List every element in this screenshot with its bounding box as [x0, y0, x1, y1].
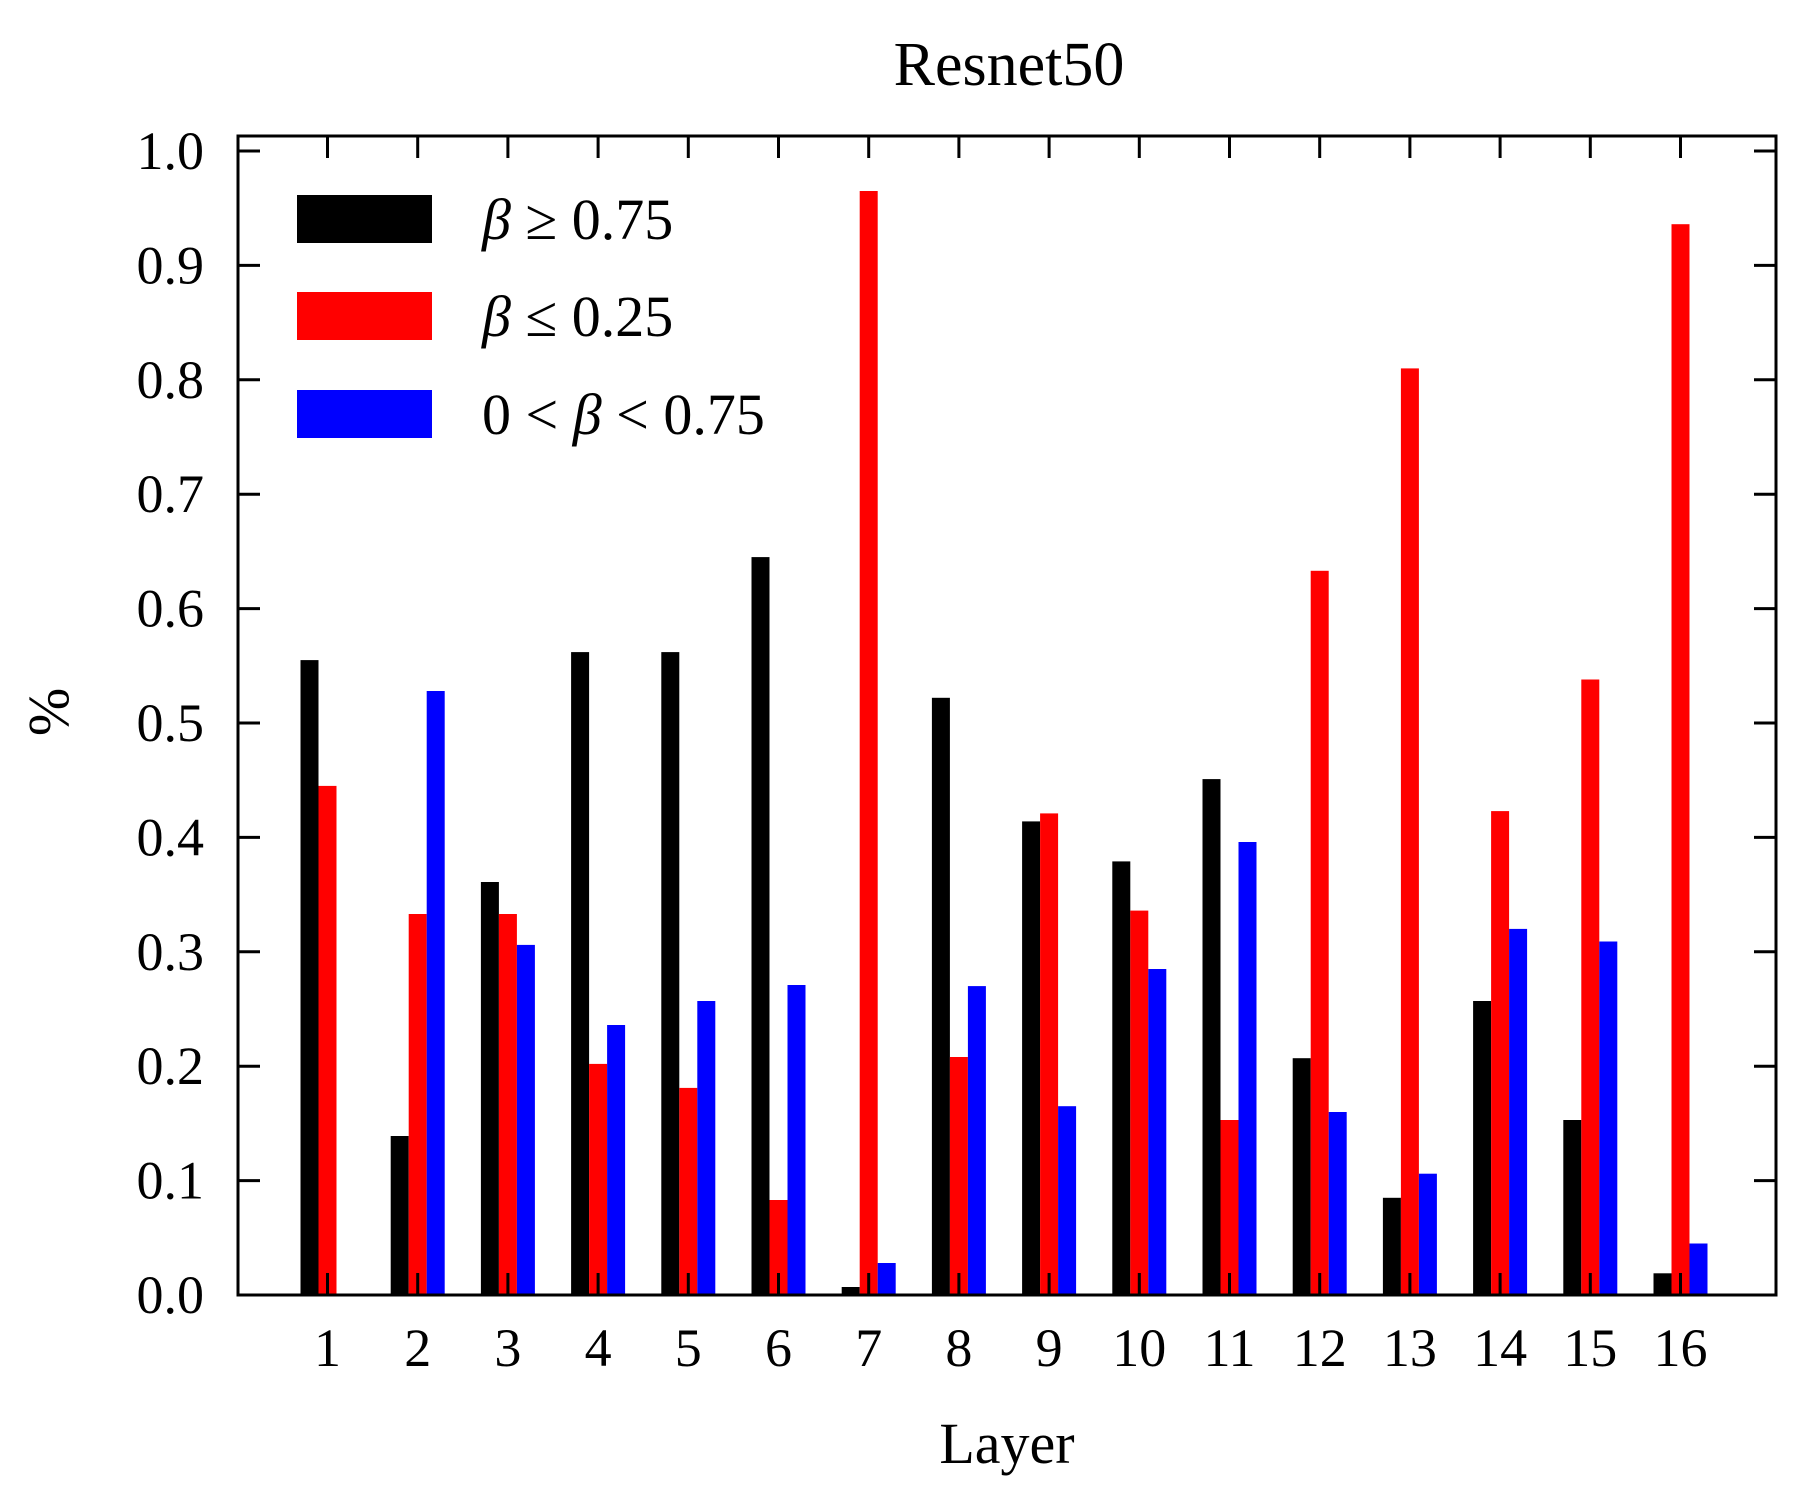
x-tick-label: 11: [1204, 1318, 1256, 1378]
x-tick-label: 14: [1473, 1318, 1527, 1378]
x-axis-label: Layer: [939, 1411, 1074, 1476]
bar-series-3-layer-15: [1599, 941, 1618, 1295]
bar-series-2-layer-13: [1400, 368, 1419, 1295]
y-tick-label: 1.0: [137, 121, 205, 181]
bar-series-2-layer-8: [949, 1057, 968, 1295]
x-tick-label: 6: [765, 1318, 792, 1378]
x-tick-label: 2: [404, 1318, 431, 1378]
bar-series-1-layer-10: [1112, 861, 1131, 1295]
x-tick-label: 8: [945, 1318, 972, 1378]
bar-series-3-layer-8: [967, 986, 986, 1295]
y-tick-label: 0.4: [137, 807, 205, 867]
bar-series-1-layer-3: [480, 882, 499, 1295]
bar-series-3-layer-6: [787, 985, 806, 1295]
bar-series-1-layer-15: [1563, 1120, 1582, 1295]
x-tick-label: 3: [494, 1318, 521, 1378]
bar-series-3-layer-11: [1238, 842, 1257, 1295]
bar-series-2-layer-5: [679, 1087, 698, 1295]
x-tick-label: 15: [1563, 1318, 1617, 1378]
bar-series-1-layer-7: [841, 1287, 860, 1295]
bar-series-2-layer-16: [1671, 224, 1690, 1296]
y-tick-label: 0.6: [137, 579, 205, 639]
bar-series-3-layer-7: [877, 1263, 896, 1295]
bar-series-1-layer-9: [1022, 821, 1041, 1295]
y-tick-label: 0.5: [137, 693, 205, 753]
bar-series-2-layer-12: [1310, 570, 1329, 1295]
bars-layer: [300, 191, 1708, 1296]
bar-series-1-layer-8: [931, 697, 950, 1295]
y-tick-label: 0.0: [137, 1265, 205, 1325]
legend-label-2: β ≤ 0.25: [481, 284, 673, 349]
y-tick-label: 0.9: [137, 235, 205, 295]
y-tick-label: 0.8: [137, 350, 205, 410]
bar-series-1-layer-16: [1653, 1273, 1672, 1295]
x-tick-label: 16: [1654, 1318, 1708, 1378]
bar-series-3-layer-2: [426, 691, 445, 1295]
bar-series-3-layer-3: [516, 944, 535, 1295]
bar-series-1-layer-14: [1473, 1001, 1492, 1295]
x-tick-label: 10: [1112, 1318, 1166, 1378]
bar-series-2-layer-9: [1040, 813, 1059, 1295]
bar-series-1-layer-4: [571, 652, 590, 1295]
y-tick-label: 0.1: [137, 1151, 205, 1211]
legend-swatch-1: [297, 195, 432, 243]
legend-label-3: 0 < β < 0.75: [482, 382, 765, 447]
plot-frame: [236, 134, 1778, 1297]
bar-series-2-layer-14: [1491, 811, 1510, 1295]
x-tick-label: 12: [1293, 1318, 1347, 1378]
bar-series-1-layer-1: [300, 660, 319, 1295]
x-tick-labels: 1 2 3 4 5 6 7 8 9 10 11 12 13 14 15 16: [314, 1318, 1708, 1378]
bar-series-3-layer-13: [1418, 1173, 1437, 1295]
bar-series-1-layer-13: [1382, 1197, 1401, 1295]
bar-series-1-layer-2: [390, 1136, 409, 1295]
bar-series-3-layer-14: [1509, 928, 1528, 1295]
bar-series-2-layer-6: [769, 1200, 788, 1295]
bar-series-1-layer-6: [751, 557, 770, 1295]
bar-series-3-layer-4: [607, 1025, 626, 1295]
bar-series-2-layer-2: [408, 914, 427, 1295]
legend-swatch-2: [297, 292, 432, 340]
bar-series-1-layer-5: [661, 652, 680, 1295]
bar-series-2-layer-4: [589, 1063, 608, 1295]
bar-series-3-layer-16: [1689, 1243, 1708, 1295]
legend: β ≥ 0.75 β ≤ 0.25 0 < β < 0.75: [297, 187, 765, 447]
x-tick-label: 9: [1036, 1318, 1063, 1378]
y-tick-label: 0.2: [137, 1036, 205, 1096]
bar-series-3-layer-9: [1058, 1106, 1077, 1295]
y-tick-labels: 0.0 0.1 0.2 0.3 0.4 0.5 0.6 0.7 0.8 0.9 1.0: [137, 121, 205, 1325]
bar-series-3-layer-10: [1148, 969, 1167, 1295]
legend-swatch-3: [297, 390, 432, 438]
bar-series-1-layer-11: [1202, 779, 1221, 1295]
ticks-layer: [238, 136, 1776, 1297]
bar-series-2-layer-1: [318, 785, 337, 1295]
x-tick-label: 5: [675, 1318, 702, 1378]
bar-series-2-layer-15: [1581, 679, 1600, 1295]
x-tick-label: 4: [585, 1318, 612, 1378]
bar-series-2-layer-10: [1130, 910, 1149, 1295]
bar-series-2-layer-11: [1220, 1120, 1239, 1295]
y-tick-label: 0.7: [137, 464, 205, 524]
x-tick-label: 13: [1383, 1318, 1437, 1378]
y-axis-label: %: [16, 688, 81, 736]
bar-series-3-layer-5: [697, 1001, 716, 1295]
y-tick-label: 0.3: [137, 922, 205, 982]
bar-series-2-layer-7: [859, 191, 878, 1295]
legend-label-1: β ≥ 0.75: [481, 187, 673, 252]
x-tick-label: 1: [314, 1318, 341, 1378]
chart-title: Resnet50: [894, 31, 1125, 99]
x-tick-label: 7: [855, 1318, 882, 1378]
bar-series-2-layer-3: [498, 914, 517, 1295]
bar-series-3-layer-12: [1328, 1112, 1347, 1295]
bar-series-1-layer-12: [1292, 1058, 1311, 1295]
